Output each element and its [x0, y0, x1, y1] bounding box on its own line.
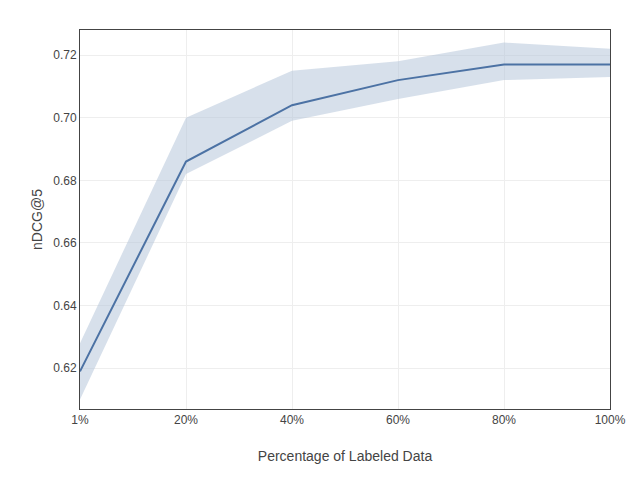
svg-text:60%: 60%	[386, 413, 410, 427]
svg-text:40%: 40%	[280, 413, 304, 427]
svg-text:80%: 80%	[492, 413, 516, 427]
svg-text:0.66: 0.66	[53, 236, 77, 250]
svg-text:0.72: 0.72	[53, 48, 77, 62]
svg-text:0.70: 0.70	[53, 111, 77, 125]
svg-text:0.62: 0.62	[53, 361, 77, 375]
svg-text:100%: 100%	[595, 413, 626, 427]
svg-text:1%: 1%	[71, 413, 89, 427]
svg-text:0.64: 0.64	[53, 299, 77, 313]
svg-text:nDCG@5: nDCG@5	[29, 189, 45, 250]
svg-text:0.68: 0.68	[53, 174, 77, 188]
svg-text:20%: 20%	[174, 413, 198, 427]
svg-text:Percentage of Labeled Data: Percentage of Labeled Data	[258, 448, 433, 464]
